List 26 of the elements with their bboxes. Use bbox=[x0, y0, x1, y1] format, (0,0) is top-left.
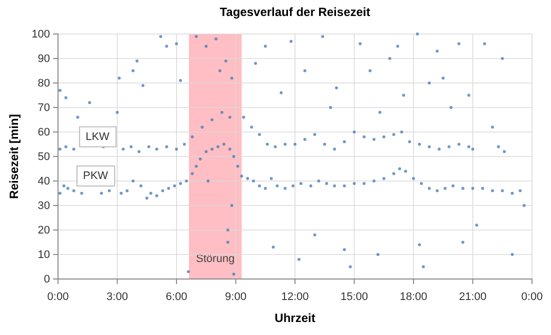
x-tick-label: 12:00 bbox=[281, 291, 309, 304]
x-tick-label: 6:00 bbox=[166, 291, 188, 304]
y-tick-label: 50 bbox=[38, 151, 50, 164]
y-axis-title: Reisezeit [min] bbox=[7, 114, 21, 199]
x-tick-label: 15:00 bbox=[340, 291, 368, 304]
y-tick-label: 60 bbox=[38, 126, 50, 139]
chart-title: Tagesverlauf der Reisezeit bbox=[220, 5, 370, 19]
x-tick-label: 0:00 bbox=[521, 291, 543, 304]
x-tick-label: 0:00 bbox=[47, 291, 69, 304]
y-tick-label: 70 bbox=[38, 102, 50, 114]
y-tick-label: 0 bbox=[44, 274, 50, 286]
y-tick-label: 90 bbox=[38, 53, 50, 66]
x-tick-label: 21:00 bbox=[458, 291, 487, 304]
y-tick-label: 30 bbox=[38, 200, 50, 212]
y-tick-label: 10 bbox=[38, 249, 50, 262]
y-tick-label: 20 bbox=[38, 224, 50, 237]
x-tick-label: 18:00 bbox=[400, 291, 428, 304]
y-tick-label: 40 bbox=[38, 176, 50, 188]
x-axis-title: Uhrzeit bbox=[274, 311, 316, 325]
y-tick-label: 80 bbox=[38, 78, 50, 90]
annotation: PKW bbox=[82, 170, 109, 182]
x-tick-label: 3:00 bbox=[106, 291, 128, 304]
band-label: Störung bbox=[196, 252, 235, 265]
y-tick-label: 100 bbox=[32, 28, 50, 41]
annotation: LKW bbox=[86, 130, 110, 143]
x-tick-label: 9:00 bbox=[225, 291, 246, 304]
